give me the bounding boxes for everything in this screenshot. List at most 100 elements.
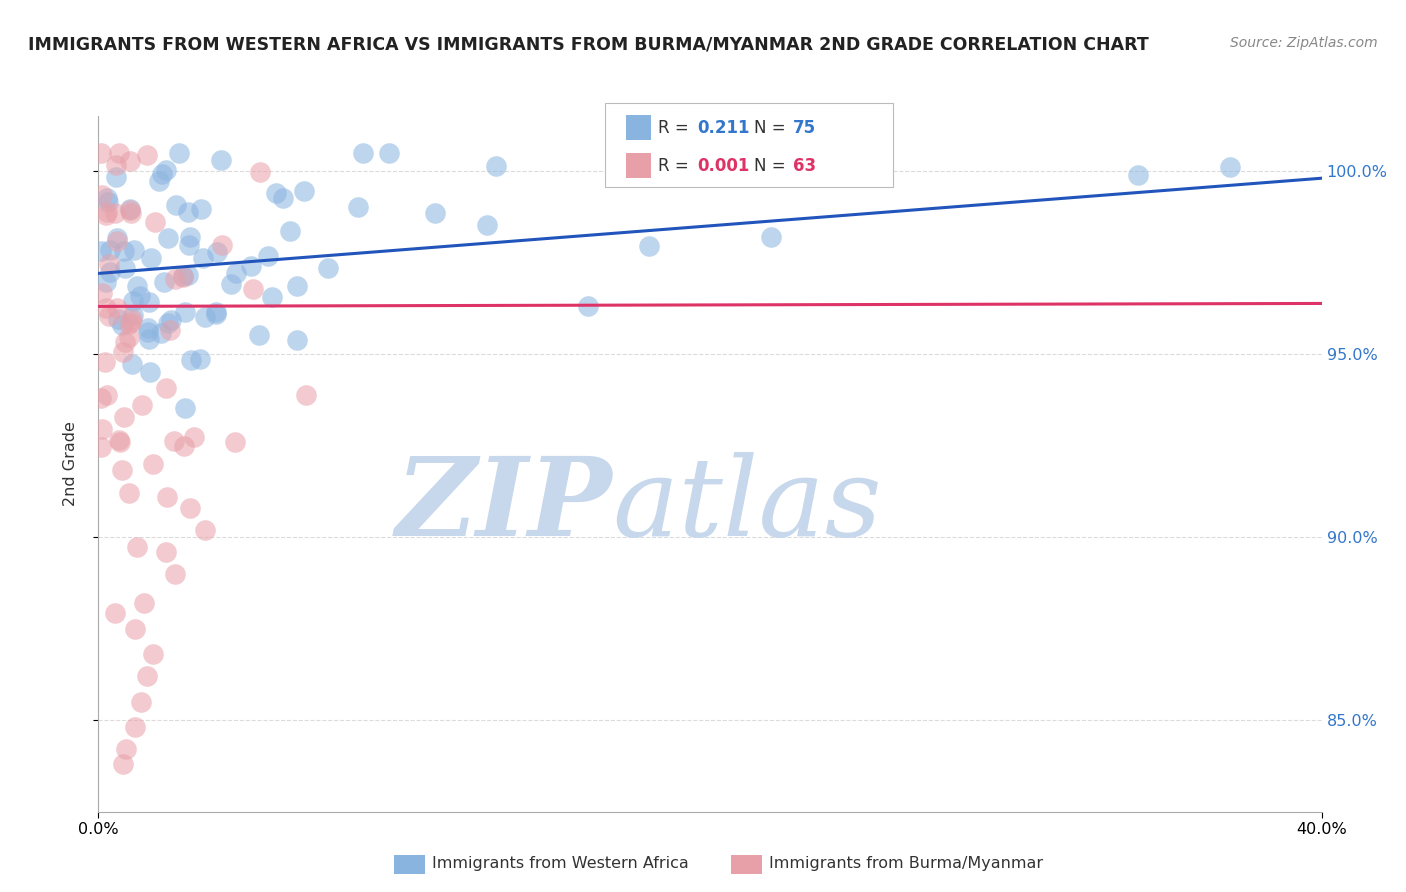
Point: [205, 307, 228, 321]
Point: [114, 261, 136, 276]
Text: IMMIGRANTS FROM WESTERN AFRICA VS IMMIGRANTS FROM BURMA/MYANMAR 2ND GRADE CORREL: IMMIGRANTS FROM WESTERN AFRICA VS IMMIGR…: [28, 36, 1149, 54]
Point: [114, 334, 136, 349]
Point: [94, 208, 117, 222]
Point: [163, 271, 186, 285]
Point: [156, 316, 179, 330]
Point: [112, 409, 135, 424]
Text: N =: N =: [754, 157, 785, 175]
Point: [96, 387, 118, 401]
Point: [211, 237, 233, 252]
Point: [104, 606, 127, 620]
Point: [190, 202, 212, 216]
Point: [90, 244, 112, 258]
Point: [194, 310, 217, 324]
Point: [90, 145, 112, 160]
Point: [98, 309, 121, 323]
Point: [172, 268, 194, 283]
Point: [347, 200, 370, 214]
Point: [134, 596, 156, 610]
Point: [352, 145, 374, 160]
Text: atlas: atlas: [612, 452, 882, 559]
Point: [121, 312, 143, 326]
Text: 75: 75: [793, 120, 815, 137]
Point: [97, 257, 120, 271]
Point: [285, 334, 308, 348]
Point: [172, 270, 194, 285]
Text: 63: 63: [793, 157, 815, 175]
Point: [128, 289, 150, 303]
Point: [139, 251, 162, 265]
Point: [96, 275, 118, 289]
Point: [224, 434, 246, 449]
Point: [153, 275, 176, 289]
Point: [136, 321, 159, 335]
Point: [105, 169, 128, 184]
Point: [180, 353, 202, 368]
Point: [1128, 168, 1150, 182]
Point: [155, 490, 177, 504]
Point: [249, 165, 271, 179]
Point: [143, 215, 166, 229]
Point: [477, 218, 499, 232]
Point: [104, 158, 127, 172]
Text: R =: R =: [658, 120, 689, 137]
Point: [129, 695, 152, 709]
Point: [121, 294, 143, 309]
Point: [278, 224, 301, 238]
Text: R =: R =: [658, 157, 689, 175]
Point: [115, 742, 138, 756]
Point: [108, 434, 131, 449]
Point: [165, 198, 187, 212]
Point: [157, 230, 180, 244]
Point: [378, 145, 401, 160]
Point: [177, 268, 200, 283]
Point: [122, 308, 145, 322]
Text: ZIP: ZIP: [395, 452, 612, 559]
Point: [285, 278, 308, 293]
Point: [225, 266, 247, 280]
Point: [174, 401, 197, 415]
Point: [122, 244, 145, 258]
Point: [96, 204, 118, 219]
Point: [131, 398, 153, 412]
Point: [111, 463, 134, 477]
Point: [118, 154, 141, 169]
Point: [98, 265, 121, 279]
Point: [576, 300, 599, 314]
Point: [485, 159, 508, 173]
Point: [136, 325, 159, 339]
Point: [183, 430, 205, 444]
Point: [91, 285, 114, 300]
Point: [118, 317, 141, 331]
Text: Source: ZipAtlas.com: Source: ZipAtlas.com: [1230, 36, 1378, 50]
Point: [127, 540, 149, 554]
Point: [316, 260, 339, 275]
Point: [112, 244, 135, 258]
Point: [205, 305, 228, 319]
Point: [142, 647, 165, 661]
Point: [118, 203, 141, 218]
Point: [120, 206, 142, 220]
Point: [120, 315, 142, 329]
Point: [240, 259, 263, 273]
Point: [292, 185, 315, 199]
Point: [104, 206, 127, 220]
Point: [188, 351, 211, 366]
Point: [121, 357, 143, 371]
Text: 0.001: 0.001: [697, 157, 749, 175]
Point: [138, 332, 160, 346]
Point: [107, 434, 129, 448]
Point: [177, 205, 200, 219]
Point: [205, 245, 228, 260]
Point: [150, 167, 173, 181]
Text: Immigrants from Burma/Myanmar: Immigrants from Burma/Myanmar: [769, 856, 1043, 871]
Point: [1219, 160, 1241, 174]
Point: [163, 434, 186, 449]
Point: [139, 365, 162, 379]
Point: [90, 391, 112, 405]
Point: [90, 440, 112, 454]
Point: [136, 669, 159, 683]
Point: [138, 294, 160, 309]
Point: [163, 566, 186, 581]
Point: [257, 249, 280, 263]
